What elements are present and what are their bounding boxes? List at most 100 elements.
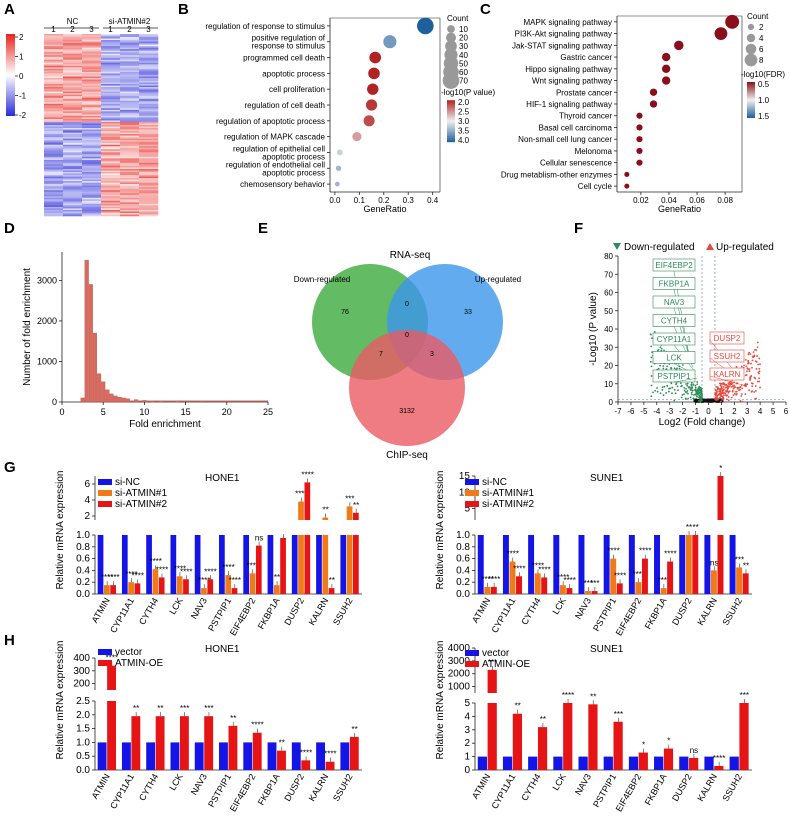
bar-si-atmin-1 [249,573,256,594]
down-point [679,382,682,385]
bubble-point [383,35,397,49]
bar-vector [316,742,325,770]
heatmap-cell [120,135,140,138]
significance-label: **** [632,570,644,579]
heatmap-cell [101,190,121,193]
venn-circle-chip [349,330,465,446]
heatmap-cell [120,138,140,141]
heatmap-cell [139,205,159,208]
heatmap-cell [44,115,64,118]
category-label: CYTH4 [519,596,542,627]
heatmap-cell [44,126,64,129]
y-tick-label: 70 [604,270,613,279]
bubble-point [714,27,728,40]
heatmap-cell [120,187,140,189]
heatmap-cell [44,123,64,126]
down-point [670,367,673,370]
heatmap-cell [44,46,64,48]
y-tick-label: 4000 [448,643,471,654]
term-label: positive regulation of [252,34,326,43]
heatmap-cell [63,74,83,77]
y-tick-label: 0.0 [76,589,90,600]
down-point [701,395,703,398]
histogram-bar [113,395,118,403]
legend-swatch [465,661,479,667]
heatmap-cell [120,68,140,71]
up-point [755,368,758,370]
heatmap-cell [120,190,140,193]
down-point [686,384,689,387]
heatmap-cell [120,155,140,158]
y-tick-label: 0.2 [456,577,470,588]
up-point [714,398,717,401]
bubble-point [367,83,379,95]
x-tick-label: 0.0 [329,196,341,205]
heatmap-cell [82,138,102,141]
up-point [719,396,721,399]
gene-label-box [709,349,745,363]
heatmap-cell [120,143,140,146]
heatmap-cell [63,38,83,41]
up-point [751,359,754,362]
significance-label: **** [664,550,676,559]
heatmap-cell [82,109,102,112]
bar-si-atmin-1 [273,585,280,594]
heatmap-cell [139,52,159,55]
heatmap-cell [139,178,159,180]
heatmap-cell [139,146,159,149]
heatmap-cell [120,112,140,115]
up-point [723,388,725,391]
y-tick-label: 60 [604,289,613,298]
heatmap-cell [63,181,83,183]
heatmap-cell [82,152,102,155]
colorbar-tick-label: -2 [19,111,27,120]
heatmap-cell [101,159,121,162]
down-point [694,384,697,387]
heatmap-cell [44,140,64,142]
venn-set-down: Down-regulated [294,275,350,284]
bar-si-atmin-2 [591,591,598,594]
heatmap-cell [44,137,64,139]
y-tick-label: 2 [464,738,470,749]
heatmap-cell [82,179,102,182]
heatmap-cell [63,205,83,208]
heatmap-cell [139,112,159,115]
x-tick-label: 0.02 [633,196,649,205]
down-point [685,387,687,390]
bar-si-nc [340,535,347,594]
category-label: NAV3 [189,596,209,621]
significance-label: ns [690,746,698,755]
heatmap-cell [44,176,64,179]
bar-si-atmin-1 [225,575,232,594]
bar-si-atmin-2 [616,583,623,594]
heatmap-cell [120,59,140,62]
up-point [743,384,746,387]
heatmap-cell [44,53,64,56]
heatmap-cell [139,134,159,136]
count-legend-label: 10 [459,25,468,34]
heatmap-cell [63,212,83,215]
heatmap-cell [63,114,83,117]
heatmap-cell [82,115,102,118]
y-tick-label: 0.5 [76,751,90,762]
up-point [756,341,759,344]
heatmap-cell [101,123,121,126]
heatmap-cell [101,76,121,79]
heatmap-cell [44,56,64,59]
heatmap-cell [44,190,64,193]
heatmap-cell [120,97,140,100]
heatmap-cell [63,131,83,133]
heatmap-cell [82,191,102,194]
heatmap-cell [101,106,121,109]
bar-si-nc [267,535,274,594]
y-tick-label: 1000 [37,356,57,366]
down-point [662,365,665,367]
heatmap-cell [139,77,159,80]
heatmap-cell [63,167,83,170]
heatmap-cell [120,77,140,80]
heatmap-cell [44,85,64,88]
heatmap-cell [82,61,102,64]
term-label: Drug metablism-other enzymes [501,170,612,179]
heatmap-cell [101,73,121,76]
heatmap-cell [139,68,159,71]
